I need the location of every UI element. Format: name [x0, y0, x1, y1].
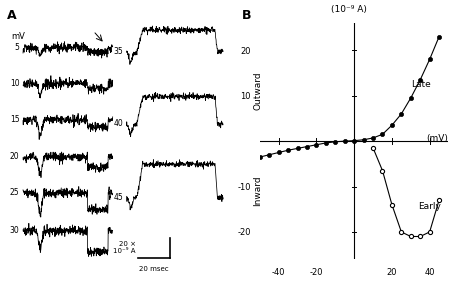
Text: Inward: Inward — [253, 176, 262, 206]
Text: mV: mV — [11, 32, 25, 41]
Text: 10: 10 — [10, 79, 20, 88]
Text: 35: 35 — [113, 47, 123, 56]
Text: 20 ×
10⁻⁹ A: 20 × 10⁻⁹ A — [113, 241, 135, 254]
Text: B: B — [241, 9, 251, 22]
Text: 45: 45 — [113, 193, 123, 202]
Text: 20: 20 — [10, 152, 20, 162]
Text: (mV): (mV) — [425, 134, 448, 143]
Text: A: A — [7, 9, 17, 22]
Text: 40: 40 — [113, 119, 123, 128]
Text: 30: 30 — [10, 226, 20, 235]
Text: Outward: Outward — [253, 72, 262, 111]
Text: 5: 5 — [15, 43, 20, 52]
Text: Early: Early — [417, 202, 440, 211]
Text: (10⁻⁹ A): (10⁻⁹ A) — [330, 5, 366, 14]
Text: 25: 25 — [10, 188, 20, 198]
Text: 20 msec: 20 msec — [139, 266, 168, 272]
Text: Late: Late — [410, 79, 430, 89]
Text: 15: 15 — [10, 115, 20, 124]
